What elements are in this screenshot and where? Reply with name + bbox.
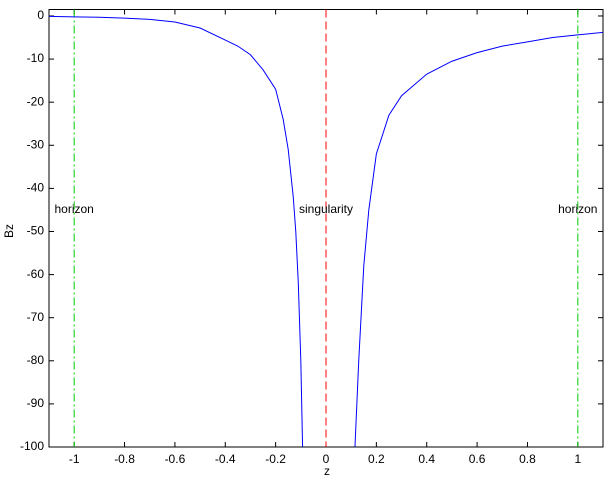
data-line [48, 15, 604, 448]
y-tick-label: -60 [27, 267, 45, 281]
y-tick-label: -10 [27, 51, 45, 65]
x-tick-label: -1 [69, 452, 80, 466]
marker-label: horizon [55, 202, 94, 216]
y-tick-label: -50 [27, 224, 45, 238]
y-tick-label: -80 [27, 353, 45, 367]
x-tick-label: -0.6 [165, 452, 186, 466]
y-tick-label: -40 [27, 181, 45, 195]
x-axis-label: z [324, 464, 330, 478]
marker-label: singularity [299, 202, 353, 216]
x-tick-label: -0.4 [215, 452, 236, 466]
y-axis-label: Bz [2, 224, 16, 238]
x-tick-label: 0.6 [469, 452, 486, 466]
x-tick-label: 0.4 [418, 452, 435, 466]
x-tick-label: 1 [574, 452, 581, 466]
marker-label: horizon [558, 202, 597, 216]
y-tick-label: 0 [37, 8, 44, 22]
y-tick-label: -20 [27, 94, 45, 108]
y-tick-label: -100 [20, 439, 44, 453]
x-tick-label: 0.2 [368, 452, 385, 466]
x-tick-label: 0.8 [519, 452, 536, 466]
x-tick-label: 0 [323, 452, 330, 466]
x-tick-label: -0.2 [265, 452, 286, 466]
y-tick-label: -70 [27, 310, 45, 324]
y-tick-label: -30 [27, 137, 45, 151]
y-tick-label: -90 [27, 396, 45, 410]
x-tick-label: -0.8 [114, 452, 135, 466]
